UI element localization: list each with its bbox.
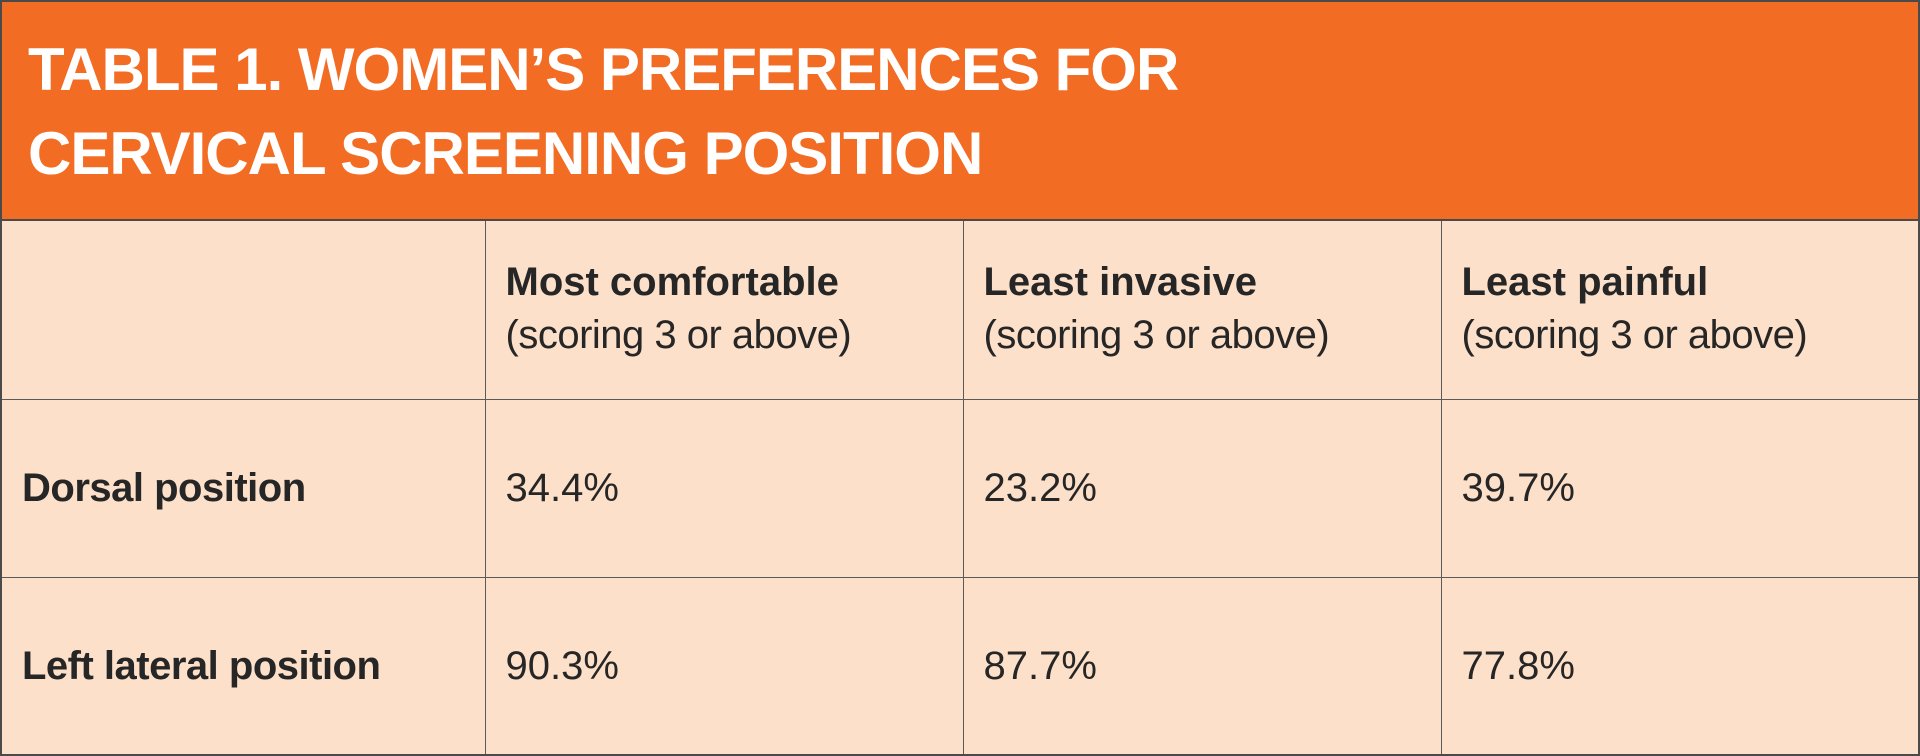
column-header-sublabel: (scoring 3 or above) (505, 312, 852, 357)
table-row-dorsal-position: Dorsal position 34.4% 23.2% 39.7% (2, 399, 1918, 578)
row-label: Left lateral position (22, 644, 381, 689)
preferences-table: Most comfortable (scoring 3 or above) Le… (2, 221, 1918, 754)
column-header-sublabel: (scoring 3 or above) (983, 312, 1330, 357)
column-header-most-comfortable: Most comfortable (scoring 3 or above) (485, 221, 964, 400)
column-header-label: Most comfortable (505, 259, 839, 304)
column-header-sublabel: (scoring 3 or above) (1461, 312, 1808, 357)
table-title-line-1: TABLE 1. WOMEN’S PREFERENCES FOR (28, 36, 1179, 103)
table-title-line-2: CERVICAL SCREENING POSITION (28, 120, 983, 187)
table-cell-value: 39.7% (1461, 465, 1575, 510)
table-cell-value: 23.2% (983, 465, 1097, 510)
table-cell-value: 77.8% (1461, 644, 1575, 689)
table-cell-value: 90.3% (505, 644, 619, 689)
column-header-least-painful: Least painful (scoring 3 or above) (1441, 221, 1918, 400)
empty-corner-cell (2, 221, 486, 400)
row-label: Dorsal position (22, 465, 306, 510)
table-row-left-lateral-position: Left lateral position 90.3% 87.7% 77.8% (2, 577, 1918, 754)
column-header-least-invasive: Least invasive (scoring 3 or above) (963, 221, 1442, 400)
table-cell-value: 34.4% (505, 465, 619, 510)
column-header-label: Least invasive (983, 259, 1258, 304)
column-header-label: Least painful (1461, 259, 1709, 304)
title-bar: TABLE 1. WOMEN’S PREFERENCES FOR CERVICA… (2, 2, 1918, 221)
header-row: Most comfortable (scoring 3 or above) Le… (2, 221, 1918, 400)
table-cell-value: 87.7% (983, 644, 1097, 689)
